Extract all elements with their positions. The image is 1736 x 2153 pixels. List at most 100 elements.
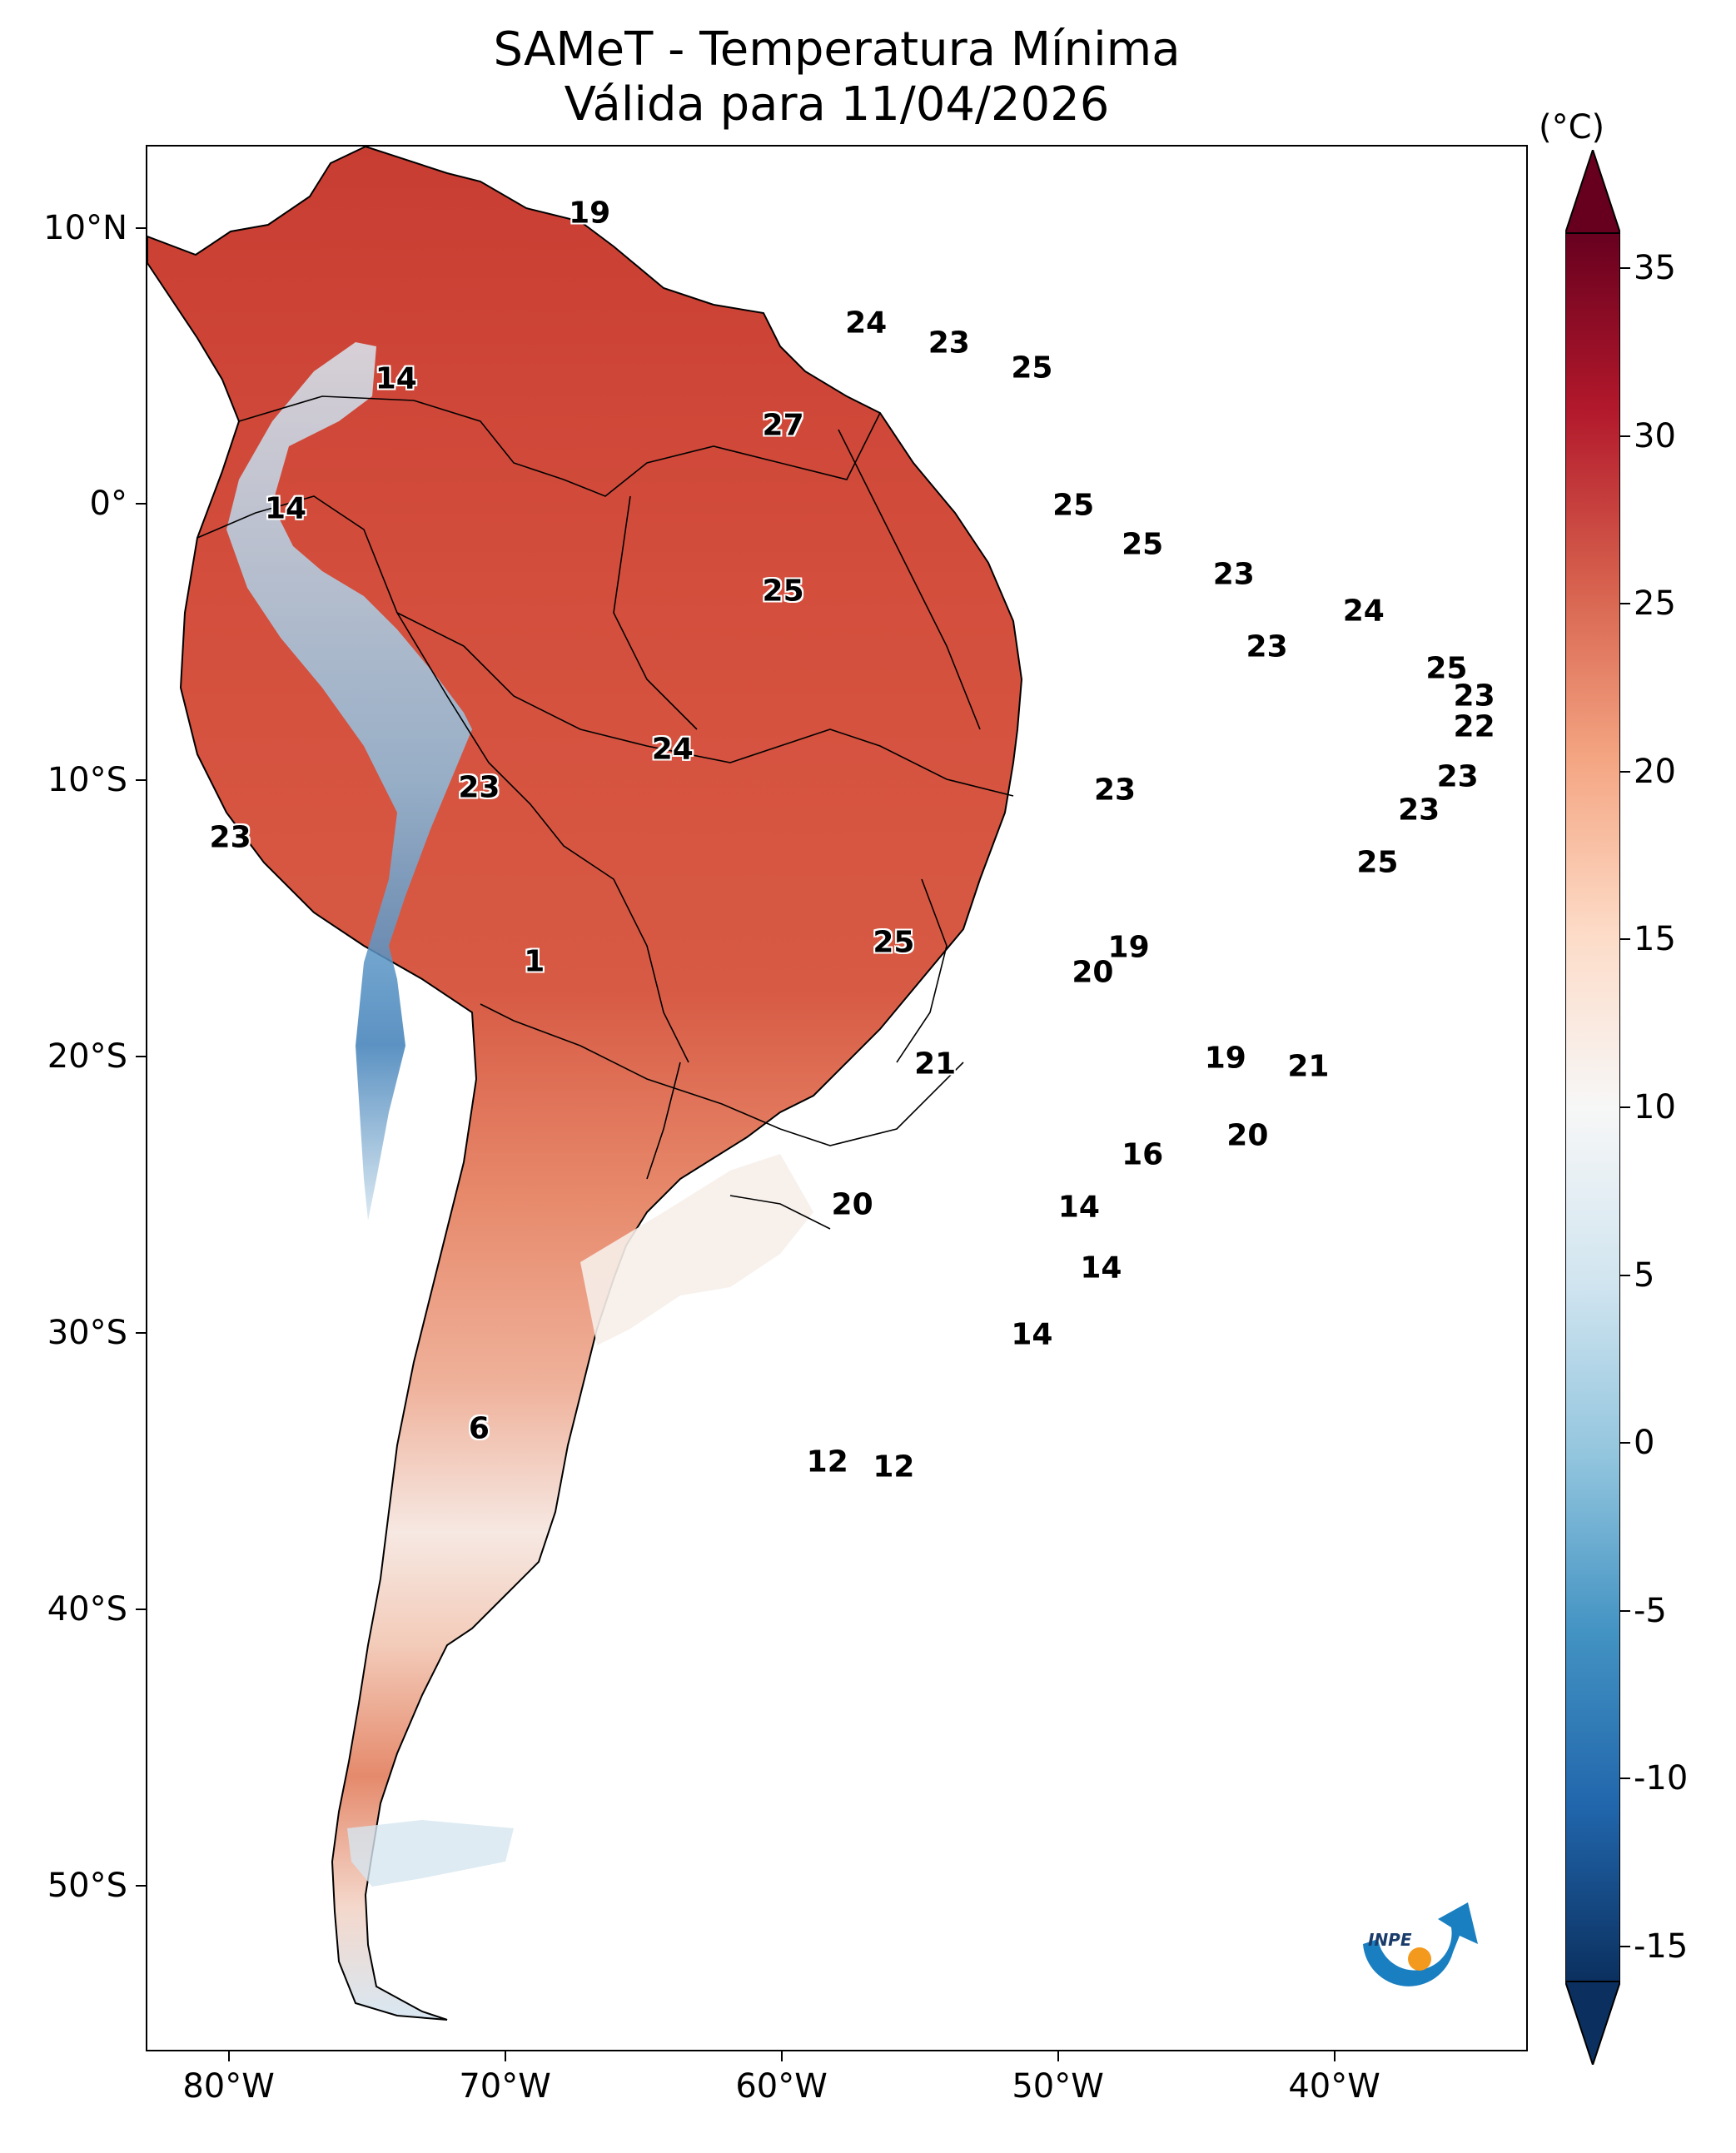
colorbar-tick-mark bbox=[1620, 1946, 1630, 1947]
temperature-label: 6 bbox=[468, 1411, 490, 1446]
temperature-label: 23 bbox=[1246, 629, 1288, 664]
temperature-label: 19 bbox=[1204, 1041, 1246, 1076]
lon-tick-label: 40°W bbox=[1288, 2067, 1380, 2106]
colorbar-tick-mark bbox=[1620, 1609, 1630, 1612]
temperature-label: 24 bbox=[845, 306, 888, 341]
colorbar-tick-label: 10 bbox=[1634, 1088, 1676, 1126]
lon-tick-mark bbox=[1333, 2051, 1336, 2061]
temperature-label: 25 bbox=[1011, 351, 1053, 385]
lat-tick-mark bbox=[136, 1608, 146, 1610]
temperature-label: 25 bbox=[1356, 845, 1399, 880]
temperature-label: 23 bbox=[209, 820, 251, 855]
temperature-label: 27 bbox=[762, 408, 804, 443]
lon-tick-label: 50°W bbox=[1012, 2067, 1104, 2106]
colorbar-bottom-arrow bbox=[1565, 1981, 1620, 2065]
lat-tick-mark bbox=[136, 1884, 146, 1887]
temperature-label: 21 bbox=[914, 1047, 957, 1081]
colorbar-top-arrow bbox=[1565, 150, 1620, 234]
lat-tick-mark bbox=[136, 779, 146, 782]
temperature-label: 20 bbox=[831, 1187, 873, 1222]
temperature-label: 14 bbox=[1011, 1317, 1053, 1352]
colorbar-tick-label: -5 bbox=[1634, 1591, 1667, 1630]
temperature-label: 25 bbox=[873, 925, 915, 960]
lat-tick-label: 10°N bbox=[43, 208, 127, 247]
temperature-label: 23 bbox=[928, 326, 970, 360]
colorbar-tick-label: 0 bbox=[1634, 1424, 1655, 1463]
lon-tick-mark bbox=[1057, 2051, 1059, 2061]
temperature-label: 25 bbox=[1052, 488, 1095, 523]
colorbar-tick-mark bbox=[1620, 603, 1630, 605]
temperature-label: 25 bbox=[1122, 527, 1164, 562]
lon-tick-label: 60°W bbox=[735, 2067, 828, 2106]
map-frame: 19 24 23 25 14 27 14 25 25 23 25 24 23 25 23 22 24 23 23 23… bbox=[146, 145, 1528, 2051]
colorbar-tick-mark bbox=[1620, 1778, 1630, 1780]
temperature-label: 25 bbox=[1425, 651, 1468, 686]
lat-tick-label: 10°S bbox=[47, 761, 127, 800]
temperature-label: 12 bbox=[873, 1449, 915, 1484]
temperature-label: 23 bbox=[1398, 793, 1440, 828]
temperature-label: 14 bbox=[1057, 1190, 1100, 1225]
colorbar-body bbox=[1565, 232, 1620, 1982]
temperature-label: 12 bbox=[806, 1444, 848, 1479]
temperature-label: 14 bbox=[1080, 1251, 1122, 1285]
colorbar-unit: (°C) bbox=[1539, 108, 1605, 147]
lat-tick-label: 20°S bbox=[47, 1037, 127, 1076]
temperature-label: 23 bbox=[458, 770, 500, 805]
map-title: SAMeT - Temperatura Mínima bbox=[493, 22, 1181, 77]
lat-tick-label: 40°S bbox=[47, 1589, 127, 1628]
colorbar-tick-label: 35 bbox=[1634, 249, 1676, 287]
temperature-label: 23 bbox=[1212, 557, 1255, 592]
colorbar-tick-mark bbox=[1620, 1274, 1630, 1276]
temperature-label: 23 bbox=[1453, 679, 1495, 714]
lat-tick-label: 0° bbox=[89, 485, 127, 524]
colorbar-tick-label: -15 bbox=[1634, 1927, 1689, 1966]
temperature-label: 19 bbox=[569, 196, 611, 231]
temperature-label: 14 bbox=[264, 491, 307, 526]
lat-tick-mark bbox=[136, 1056, 146, 1058]
temperature-label: 14 bbox=[375, 361, 417, 396]
temperature-label: 22 bbox=[1453, 709, 1495, 744]
country-borders bbox=[196, 395, 1014, 1230]
colorbar-tick-label: 30 bbox=[1634, 416, 1676, 455]
temperature-label: 20 bbox=[1226, 1118, 1269, 1153]
colorbar-tick-mark bbox=[1620, 938, 1630, 941]
temperature-label: 1 bbox=[524, 944, 545, 979]
lat-tick-label: 50°S bbox=[47, 1866, 127, 1905]
lat-tick-label: 30°S bbox=[47, 1314, 127, 1353]
temperature-label: 23 bbox=[1093, 773, 1137, 808]
colorbar-tick-label: 5 bbox=[1634, 1256, 1655, 1295]
colorbar-tick-mark bbox=[1620, 267, 1630, 269]
colorbar-tick-mark bbox=[1620, 770, 1630, 773]
temperature-label: 16 bbox=[1122, 1137, 1164, 1172]
lat-tick-mark bbox=[136, 503, 146, 505]
lon-tick-label: 70°W bbox=[459, 2067, 551, 2106]
colorbar-tick-mark bbox=[1620, 1442, 1630, 1444]
temperature-label: 19 bbox=[1107, 930, 1150, 965]
temperature-label: 21 bbox=[1287, 1049, 1330, 1084]
pampa-cool-area bbox=[580, 1154, 813, 1345]
lon-tick-label: 80°W bbox=[182, 2067, 275, 2106]
patagonia-cool-area bbox=[347, 1820, 514, 1887]
colorbar-tick-label: 15 bbox=[1634, 920, 1676, 959]
inpe-logo: INPE bbox=[1363, 1902, 1478, 1986]
map-canvas bbox=[147, 147, 1023, 2021]
logo-arc bbox=[1363, 1902, 1478, 1986]
lat-tick-mark bbox=[136, 1332, 146, 1335]
colorbar-tick-label: -10 bbox=[1634, 1759, 1689, 1798]
andes-cold-band bbox=[226, 342, 472, 1221]
temperature-label: 24 bbox=[1342, 594, 1385, 629]
temperature-label: 23 bbox=[1436, 759, 1479, 794]
colorbar bbox=[1565, 150, 1620, 2065]
colorbar-tick-mark bbox=[1620, 435, 1630, 437]
lon-tick-mark bbox=[780, 2051, 783, 2061]
logo-dot bbox=[1408, 1947, 1431, 1971]
lon-tick-mark bbox=[227, 2051, 230, 2061]
colorbar-tick-label: 20 bbox=[1634, 752, 1676, 791]
colorbar-tick-mark bbox=[1620, 1106, 1630, 1108]
lon-tick-mark bbox=[504, 2051, 506, 2061]
logo-text: INPE bbox=[1368, 1930, 1412, 1950]
lat-tick-mark bbox=[136, 226, 146, 229]
map-subtitle: Válida para 11/04/2026 bbox=[564, 77, 1110, 132]
temperature-label: 20 bbox=[1072, 955, 1114, 990]
colorbar-tick-label: 25 bbox=[1634, 584, 1676, 624]
